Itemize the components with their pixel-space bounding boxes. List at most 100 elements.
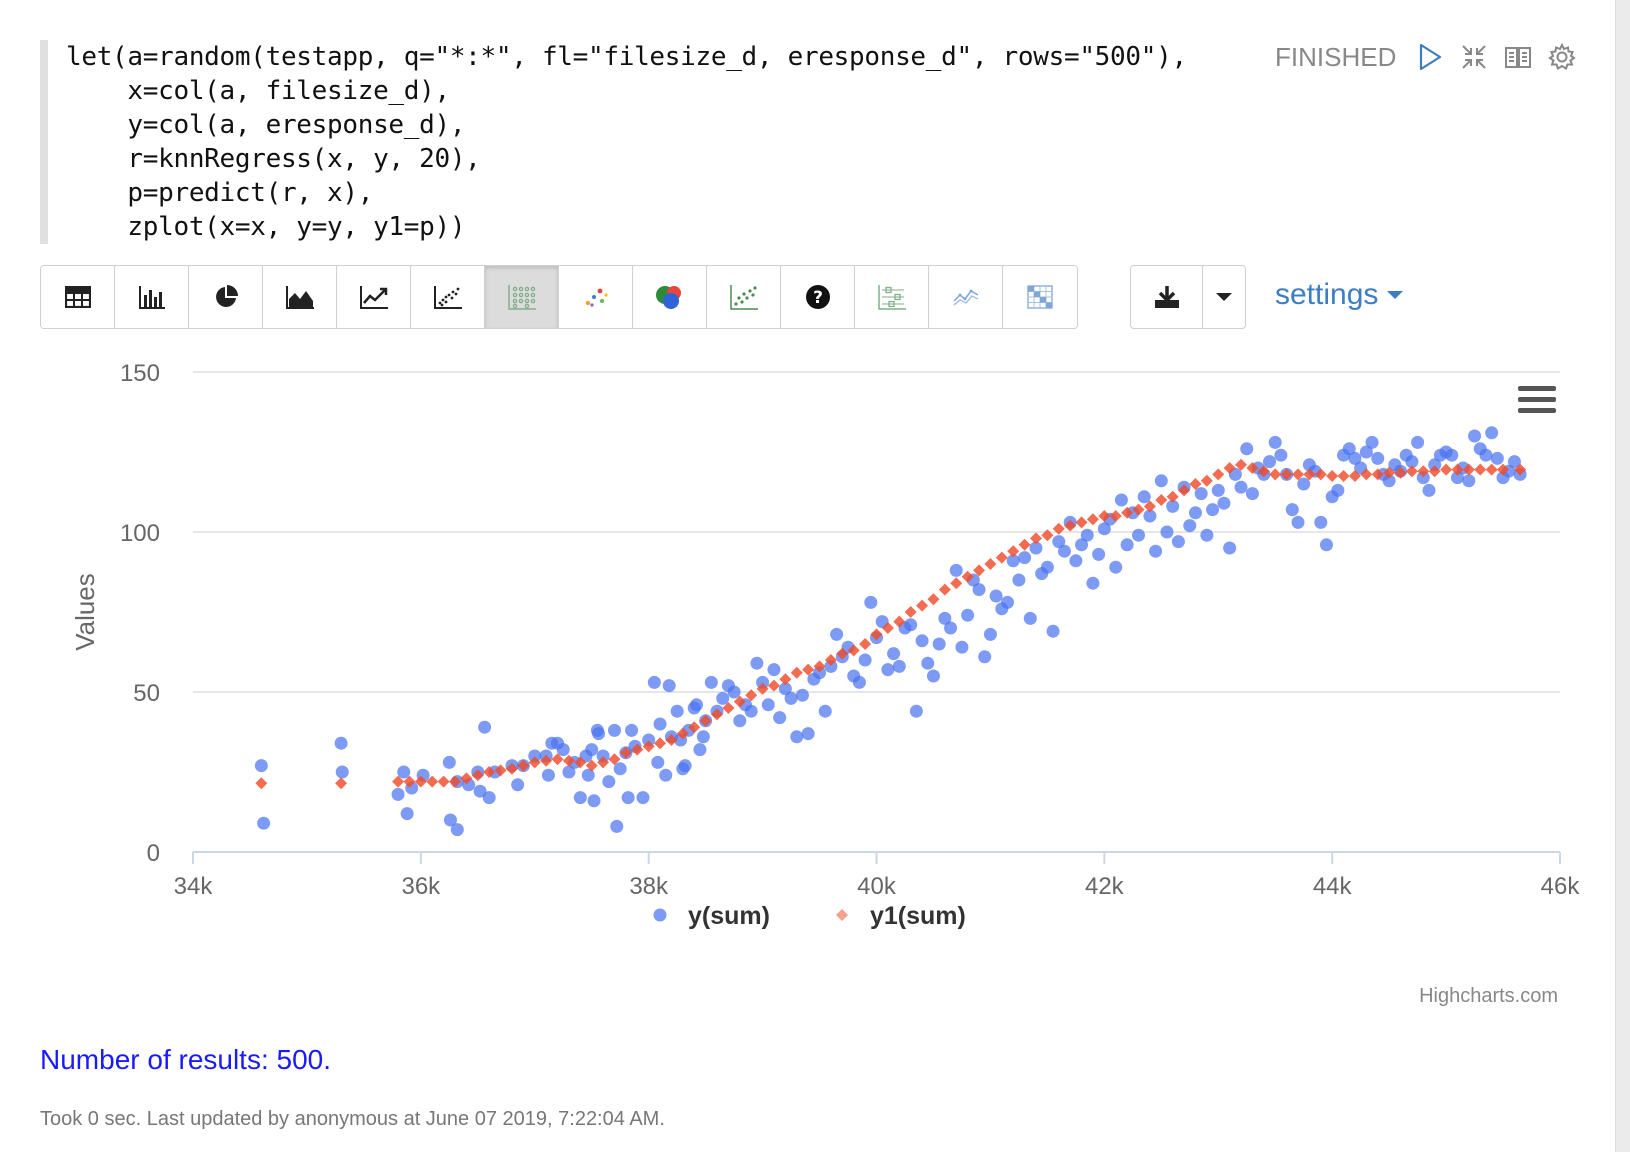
data-point[interactable] [670,704,684,718]
data-point[interactable] [1235,458,1248,471]
data-point[interactable] [1428,465,1441,478]
data-point[interactable] [1132,528,1146,542]
scatter-grid-button[interactable] [485,266,559,328]
scatter-chart[interactable]: 0 50 100 150 34k 36k 38k 40k 42k 44k 46k Values y… [0,340,1600,1020]
area-chart-button[interactable] [263,266,337,328]
data-point[interactable] [1263,455,1277,469]
data-point[interactable] [596,749,610,763]
data-point[interactable] [551,753,564,766]
data-point[interactable] [995,551,1008,564]
data-point[interactable] [665,734,678,746]
data-point[interactable] [1217,496,1231,510]
data-point[interactable] [573,791,587,805]
data-point[interactable] [678,759,692,773]
data-point[interactable] [1120,538,1134,552]
data-point[interactable] [1462,463,1475,476]
data-point[interactable] [607,723,621,737]
data-point[interactable] [1303,468,1316,481]
data-point[interactable] [676,727,689,740]
data-point[interactable] [647,675,661,689]
data-point[interactable] [904,618,918,632]
data-point[interactable] [989,589,1003,603]
data-point[interactable] [482,791,496,805]
data-point[interactable] [727,685,741,699]
data-point[interactable] [1171,535,1185,549]
data-point[interactable] [696,730,710,744]
data-point[interactable] [631,743,644,756]
data-point[interactable] [870,628,883,641]
data-point[interactable] [744,704,758,718]
data-point[interactable] [449,775,462,788]
data-point[interactable] [1137,490,1151,504]
download-dropdown-button[interactable] [1203,266,1245,328]
data-point[interactable] [1445,448,1459,462]
data-point[interactable] [767,663,781,677]
data-point[interactable] [1029,541,1043,555]
data-point[interactable] [795,688,809,702]
data-point[interactable] [255,777,268,790]
data-point[interactable] [1075,516,1088,529]
data-point[interactable] [711,708,724,721]
data-point[interactable] [813,660,826,673]
data-point[interactable] [450,823,464,837]
parallel-button[interactable] [855,266,929,328]
data-point[interactable] [1069,554,1083,568]
data-point[interactable] [1012,573,1026,587]
data-point[interactable] [1188,506,1202,520]
data-point[interactable] [733,714,747,728]
data-point[interactable] [1098,510,1111,522]
data-point[interactable] [1001,595,1015,609]
settings-dropdown[interactable]: settings [1275,278,1404,312]
collapse-icon[interactable] [1459,42,1489,72]
data-point[interactable] [587,794,601,808]
data-point[interactable] [1006,554,1020,568]
data-point[interactable] [1246,462,1259,474]
data-point[interactable] [790,730,804,744]
data-point[interactable] [1416,471,1430,485]
data-point[interactable] [704,675,718,689]
scatter-dots-button[interactable] [707,266,781,328]
data-point[interactable] [1337,470,1350,482]
data-point[interactable] [756,682,769,695]
data-point[interactable] [1155,494,1168,506]
data-point[interactable] [938,583,951,596]
data-point[interactable] [1064,519,1077,532]
data-point[interactable] [961,570,974,583]
data-point[interactable] [973,564,986,577]
data-point[interactable] [1297,477,1311,491]
data-point[interactable] [541,768,555,782]
data-point[interactable] [961,608,975,622]
data-point[interactable] [904,606,917,618]
data-point[interactable] [1211,483,1225,497]
data-point[interactable] [1268,435,1282,449]
data-point[interactable] [540,754,553,767]
data-point[interactable] [1206,503,1220,517]
data-point[interactable] [1348,470,1361,482]
data-point[interactable] [750,656,764,670]
data-point[interactable] [1086,576,1100,590]
data-point[interactable] [1371,468,1384,481]
data-point[interactable] [1109,560,1123,574]
data-point[interactable] [893,615,906,628]
data-point[interactable] [932,637,946,651]
data-point[interactable] [858,653,872,667]
data-point[interactable] [608,753,621,766]
data-point[interactable] [597,756,610,769]
data-point[interactable] [1479,448,1493,462]
data-point[interactable] [767,679,780,692]
data-point[interactable] [494,764,507,777]
data-point[interactable] [585,759,598,772]
data-point[interactable] [1291,468,1304,481]
data-point[interactable] [824,659,838,673]
data-point[interactable] [887,647,901,661]
data-point[interactable] [483,766,496,778]
data-point[interactable] [1080,528,1094,542]
data-point[interactable] [1075,538,1089,552]
data-point[interactable] [613,762,627,776]
play-icon[interactable] [1415,42,1445,72]
data-point[interactable] [1154,474,1168,488]
data-point[interactable] [1285,503,1299,517]
data-point[interactable] [984,558,997,570]
data-point[interactable] [574,756,587,769]
data-point[interactable] [1257,465,1270,478]
